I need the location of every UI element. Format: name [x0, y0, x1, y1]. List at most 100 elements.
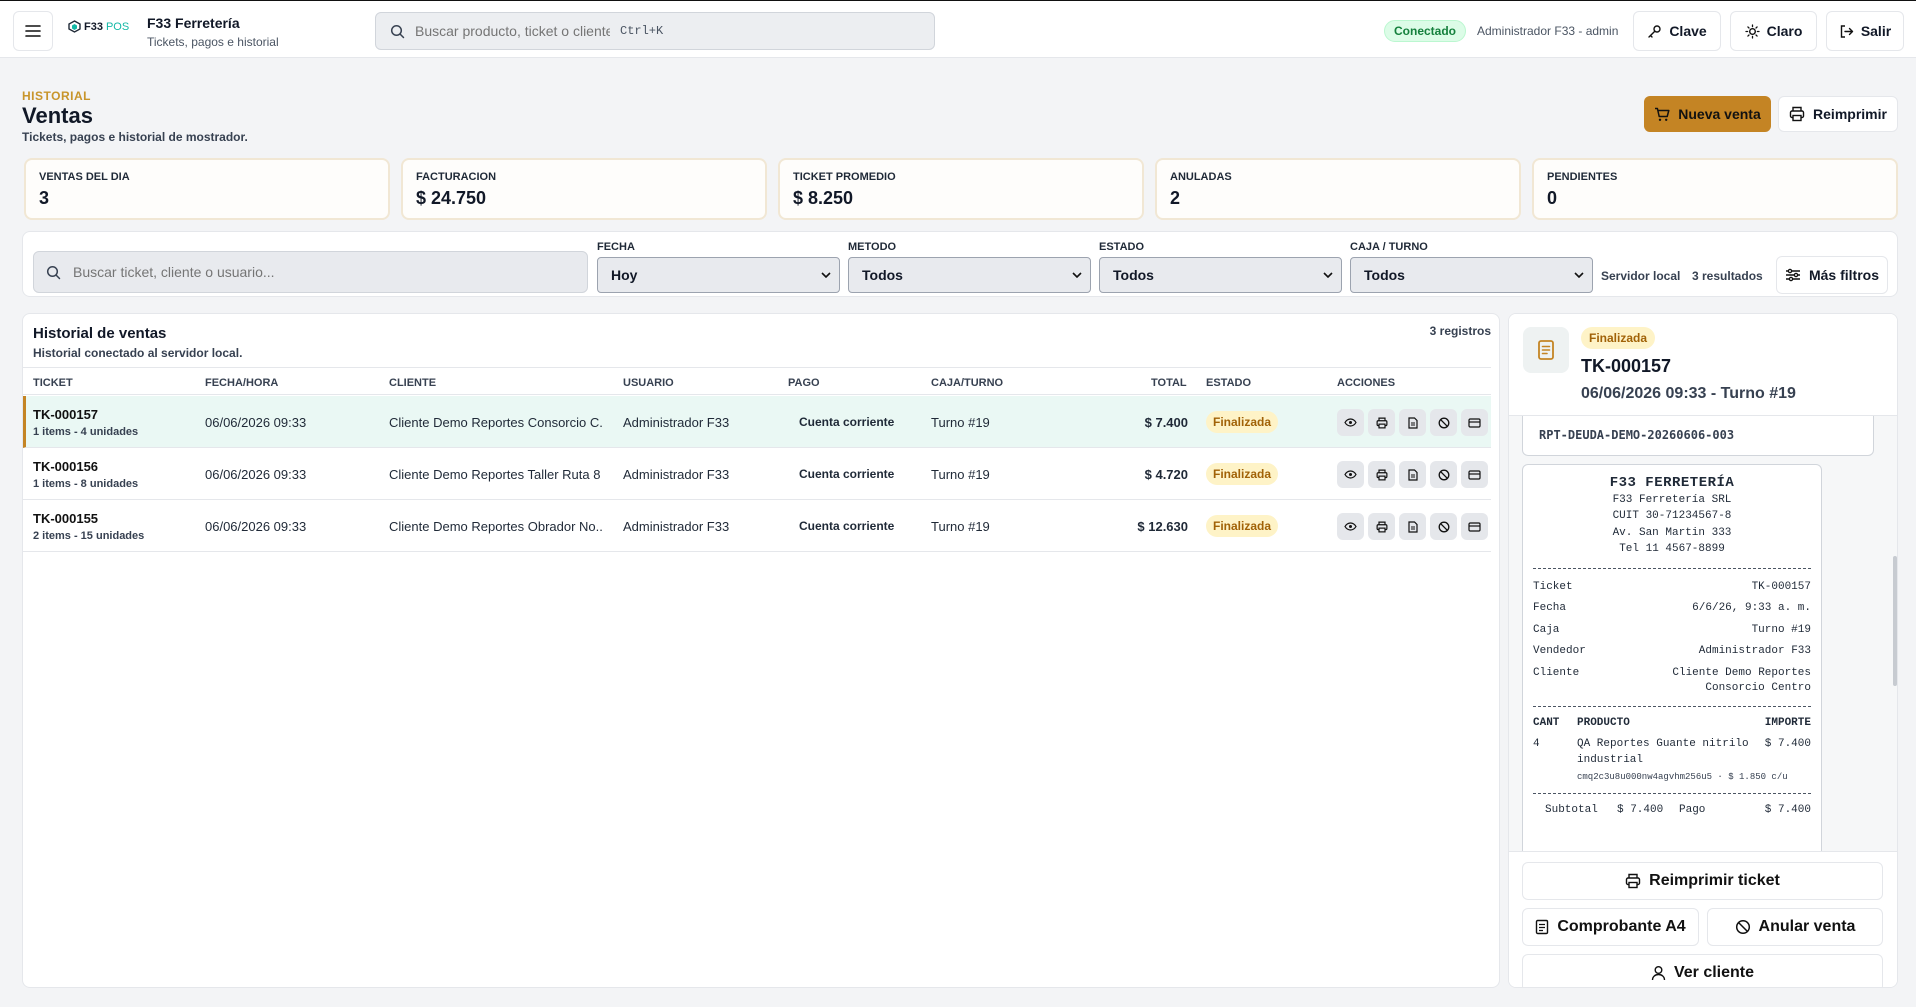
- receipt-pago: $ 7.400: [1764, 803, 1811, 816]
- theme-button-label: Claro: [1766, 23, 1803, 39]
- cancel-sale-button[interactable]: [1430, 409, 1457, 436]
- void-sale-button[interactable]: Anular venta: [1707, 908, 1883, 946]
- card-icon: [1468, 417, 1481, 428]
- ticket-user: Administrador F33: [623, 415, 730, 430]
- table-row[interactable]: TK-000155 2 items - 15 unidades 06/06/20…: [23, 500, 1491, 552]
- receipt-label: Fecha: [1533, 602, 1567, 614]
- cancel-sale-button[interactable]: [1430, 513, 1457, 540]
- logo-text: F33: [84, 20, 103, 33]
- new-sale-button[interactable]: Nueva venta: [1644, 96, 1771, 132]
- a4-receipt-button[interactable]: Comprobante A4: [1522, 908, 1699, 946]
- col-payment: PAGO: [788, 377, 820, 389]
- document-button[interactable]: [1399, 409, 1426, 436]
- receipt-value: 6/6/26, 9:33 a. m.: [1692, 602, 1811, 614]
- shift-filter-select[interactable]: Todos: [1350, 257, 1593, 293]
- receipt-item-name: QA Reportes Guante nitrilo industrial: [1577, 737, 1749, 766]
- col-user: USUARIO: [623, 377, 674, 389]
- kpi-value: $ 24.750: [416, 188, 487, 208]
- a4-receipt-label: Comprobante A4: [1557, 918, 1686, 935]
- reprint-ticket-label: Reimprimir ticket: [1649, 872, 1780, 889]
- sliders-icon: [1785, 268, 1800, 282]
- ticket-payment: Cuenta corriente: [799, 467, 895, 481]
- cancel-sale-button[interactable]: [1430, 461, 1457, 488]
- reprint-ticket-button[interactable]: Reimprimir ticket: [1522, 862, 1883, 900]
- view-button[interactable]: [1337, 409, 1364, 436]
- print-button[interactable]: [1368, 513, 1395, 540]
- document-button[interactable]: [1399, 461, 1426, 488]
- document-button[interactable]: [1399, 513, 1426, 540]
- sales-search-input[interactable]: [73, 264, 473, 280]
- ticket-client: Cliente Demo Reportes Consorcio C...: [389, 415, 604, 430]
- col-total: TOTAL: [1151, 377, 1187, 389]
- ticket-items: 2 items - 15 unidades: [33, 530, 145, 542]
- date-filter-select[interactable]: Hoy: [597, 257, 840, 293]
- receipt-subtotal-label: Subtotal: [1545, 803, 1598, 816]
- shift-filter-value: Todos: [1364, 267, 1405, 283]
- ticket-user: Administrador F33: [623, 467, 730, 482]
- print-button[interactable]: [1368, 461, 1395, 488]
- top-bar: F33 POS F33 Ferretería Tickets, pagos e …: [0, 0, 1916, 58]
- global-search-input[interactable]: [415, 23, 610, 39]
- password-button[interactable]: Clave: [1633, 11, 1721, 51]
- payment-button[interactable]: [1461, 461, 1488, 488]
- print-button[interactable]: [1368, 409, 1395, 436]
- eye-icon: [1344, 418, 1357, 427]
- document-icon: [1407, 520, 1418, 533]
- sale-detail-panel: Finalizada TK-000157 06/06/2026 09:33 - …: [1508, 313, 1898, 988]
- history-title: Historial de ventas: [33, 325, 167, 342]
- logout-icon: [1840, 24, 1854, 38]
- receipt-label: Caja: [1533, 623, 1560, 636]
- ticket-items: 1 items - 4 unidades: [33, 426, 139, 438]
- table-row[interactable]: TK-000157 1 items - 4 unidades 06/06/202…: [23, 396, 1491, 448]
- printer-icon: [1376, 469, 1387, 480]
- receipt-preview-scroll[interactable]: RPT-DEUDA-DEMO-20260606-003 F33 FERRETER…: [1509, 416, 1897, 851]
- chevron-down-icon: [821, 272, 831, 278]
- search-icon: [390, 24, 405, 38]
- ticket-date: 06/06/2026 09:33: [205, 415, 307, 430]
- receipt-label: Ticket: [1533, 580, 1573, 593]
- void-sale-label: Anular venta: [1758, 918, 1856, 935]
- view-client-button[interactable]: Ver cliente: [1522, 954, 1883, 987]
- table-row[interactable]: TK-000156 1 items - 8 unidades 06/06/202…: [23, 448, 1491, 500]
- col-datetime: FECHA/HORA: [205, 377, 279, 389]
- cart-icon: [1655, 107, 1670, 121]
- reprint-label: Reimprimir: [1813, 106, 1887, 122]
- ban-icon: [1438, 469, 1449, 480]
- scrollbar[interactable]: [1893, 556, 1897, 686]
- logout-button-label: Salir: [1860, 23, 1892, 39]
- logo-icon: [68, 20, 81, 33]
- chevron-down-icon: [1323, 272, 1333, 278]
- view-button[interactable]: [1337, 513, 1364, 540]
- ticket-id: TK-000156: [33, 459, 99, 474]
- menu-button[interactable]: [13, 11, 53, 51]
- reprint-button[interactable]: Reimprimir: [1778, 96, 1898, 132]
- ticket-shift: Turno #19: [931, 519, 990, 534]
- ticket-user: Administrador F33: [623, 519, 730, 534]
- method-filter-select[interactable]: Todos: [848, 257, 1091, 293]
- view-button[interactable]: [1337, 461, 1364, 488]
- current-user: Administrador F33 - admin: [1477, 24, 1619, 38]
- status-badge: Finalizada: [1206, 411, 1279, 433]
- status-filter-label: ESTADO: [1099, 241, 1145, 253]
- receipt-brand: F33 FERRETERÍA: [1609, 475, 1735, 491]
- printer-icon: [1789, 106, 1805, 122]
- receipt-item-meta: cmq2c3u8u000nw4agvhm256u5 · $ 1.850 c/u: [1577, 771, 1788, 782]
- history-count: 3 registros: [1429, 324, 1491, 338]
- receipt-divider: [1533, 567, 1811, 569]
- theme-button[interactable]: Claro: [1730, 11, 1817, 51]
- hamburger-icon: [25, 25, 41, 37]
- payment-button[interactable]: [1461, 409, 1488, 436]
- method-filter-value: Todos: [862, 267, 903, 283]
- key-icon: [1648, 24, 1662, 38]
- sales-search[interactable]: [33, 251, 588, 293]
- logout-button[interactable]: Salir: [1826, 11, 1904, 51]
- kpi-cancelled: ANULADAS 2: [1155, 158, 1521, 220]
- ban-icon: [1735, 919, 1750, 935]
- ticket-id: TK-000155: [33, 511, 99, 526]
- status-filter-value: Todos: [1113, 267, 1154, 283]
- col-actions: ACCIONES: [1337, 377, 1396, 389]
- status-filter-select[interactable]: Todos: [1099, 257, 1342, 293]
- global-search[interactable]: Ctrl+K: [375, 12, 935, 50]
- payment-button[interactable]: [1461, 513, 1488, 540]
- more-filters-button[interactable]: Más filtros: [1776, 256, 1888, 294]
